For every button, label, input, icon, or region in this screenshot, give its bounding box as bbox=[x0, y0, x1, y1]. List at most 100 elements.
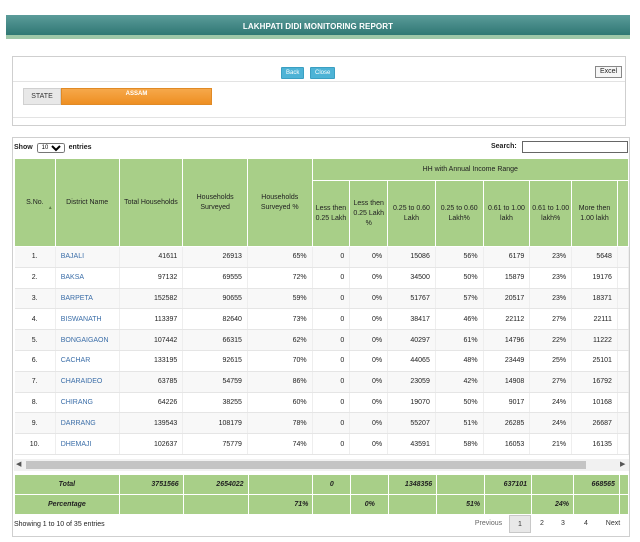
state-select[interactable]: ASSAM bbox=[61, 88, 212, 105]
cell-overflow bbox=[617, 267, 630, 289]
table-row: 2. BAKSA 97132 69555 72% 0 0% 34500 50% 15879 23% 1… bbox=[14, 267, 630, 289]
cell-total: 64226 bbox=[119, 392, 184, 414]
cell-overflow bbox=[617, 433, 630, 455]
close-button[interactable]: Close bbox=[310, 67, 336, 79]
cell-pct: 72% bbox=[247, 267, 313, 289]
cell-c: 18371 bbox=[571, 288, 618, 310]
table-info: Showing 1 to 10 of 35 entries bbox=[14, 521, 105, 528]
cell-ap: 46% bbox=[435, 308, 484, 331]
district-link[interactable]: CHIRANG bbox=[55, 392, 120, 414]
table-panel: Show 10 entries Search: S.No. ▲ District … bbox=[12, 137, 630, 537]
district-link[interactable]: BAKSA bbox=[55, 267, 120, 289]
percentage-lt025: 0% bbox=[350, 494, 390, 515]
cell-b: 15879 bbox=[483, 267, 531, 289]
district-link[interactable]: CHARAIDEO bbox=[55, 371, 120, 393]
cell-lt025p: 0% bbox=[349, 267, 389, 289]
col-lt025-pct[interactable]: Less then 0.25 Lakh % bbox=[349, 180, 389, 247]
percentage-061-100: 24% bbox=[531, 494, 574, 515]
entries-select[interactable]: 10 bbox=[36, 143, 65, 153]
col-households-surveyed[interactable]: Households Surveyed bbox=[182, 158, 248, 247]
excel-button[interactable]: Excel bbox=[595, 66, 623, 78]
horizontal-scrollbar[interactable]: ◀ ▶ bbox=[14, 459, 629, 471]
report-table: S.No. ▲ District Name Total Households Ho… bbox=[14, 158, 630, 455]
page-4-button[interactable]: 4 bbox=[584, 520, 588, 527]
cell-a: 43591 bbox=[387, 433, 436, 455]
cell-overflow bbox=[617, 288, 630, 310]
scroll-thumb[interactable] bbox=[26, 461, 586, 469]
cell-lt025: 0 bbox=[312, 267, 351, 289]
next-button[interactable]: Next bbox=[605, 520, 621, 527]
cell-ap: 48% bbox=[435, 350, 484, 372]
cell-pct: 74% bbox=[247, 433, 313, 455]
district-link[interactable]: DARRANG bbox=[55, 412, 120, 435]
district-link[interactable]: BAJALI bbox=[55, 246, 120, 268]
cell-b: 14796 bbox=[483, 329, 531, 351]
col-025-060-pct[interactable]: 0.25 to 0.60 Lakh% bbox=[434, 180, 484, 247]
cell-sno: 6. bbox=[14, 350, 56, 372]
cell-bp: 22% bbox=[529, 329, 573, 351]
page-1-button[interactable]: 1 bbox=[509, 515, 531, 533]
percentage-025-060: 51% bbox=[436, 494, 486, 515]
total-lt025: 0 bbox=[312, 474, 352, 495]
col-025-060[interactable]: 0.25 to 0.60 Lakh bbox=[387, 180, 436, 247]
back-button[interactable]: Back bbox=[281, 67, 305, 79]
col-overflow bbox=[616, 180, 630, 247]
previous-button[interactable]: Previous bbox=[474, 520, 503, 527]
scroll-right-icon[interactable]: ▶ bbox=[620, 461, 626, 468]
cell-surveyed: 38255 bbox=[182, 392, 248, 414]
cell-c: 25101 bbox=[571, 350, 618, 372]
col-total-households[interactable]: Total Households bbox=[118, 158, 184, 247]
scroll-left-icon[interactable]: ◀ bbox=[16, 461, 22, 468]
cell-overflow bbox=[617, 329, 630, 351]
cell-sno: 10. bbox=[14, 433, 56, 455]
col-lt025[interactable]: Less then 0.25 Lakh bbox=[311, 180, 351, 247]
cell-sno: 7. bbox=[14, 371, 56, 393]
cell-ap: 50% bbox=[435, 267, 484, 289]
table-row: 9. DARRANG 139543 108179 78% 0 0% 55207 51% 26285… bbox=[14, 412, 630, 435]
col-sno[interactable]: S.No. ▲ bbox=[14, 158, 56, 247]
cell-pct: 65% bbox=[247, 246, 313, 268]
cell-lt025p: 0% bbox=[349, 246, 389, 268]
cell-a: 34500 bbox=[387, 267, 436, 289]
col-district[interactable]: District Name bbox=[54, 158, 120, 247]
cell-overflow bbox=[617, 412, 630, 435]
cell-surveyed: 69555 bbox=[182, 267, 248, 289]
district-link[interactable]: BARPETA bbox=[55, 288, 120, 310]
cell-total: 102637 bbox=[119, 433, 184, 455]
cell-lt025: 0 bbox=[312, 246, 351, 268]
cell-bp: 21% bbox=[529, 433, 573, 455]
cell-sno: 5. bbox=[14, 329, 56, 351]
cell-sno: 1. bbox=[14, 246, 56, 268]
cell-a: 44065 bbox=[387, 350, 436, 372]
district-link[interactable]: CACHAR bbox=[55, 350, 120, 372]
page-3-button[interactable]: 3 bbox=[561, 520, 565, 527]
divider bbox=[13, 117, 625, 118]
cell-lt025p: 0% bbox=[349, 412, 389, 435]
cell-lt025: 0 bbox=[312, 412, 351, 435]
col-061-100[interactable]: 0.61 to 1.00 lakh bbox=[482, 180, 531, 247]
cell-pct: 78% bbox=[247, 412, 313, 435]
col-061-100-pct[interactable]: 0.61 to 1.00 lakh% bbox=[529, 180, 573, 247]
percentage-label: Percentage bbox=[14, 494, 120, 515]
search-input[interactable] bbox=[522, 141, 628, 153]
cell-a: 23059 bbox=[387, 371, 436, 393]
cell-a: 55207 bbox=[387, 412, 436, 435]
district-link[interactable]: BONGAIGAON bbox=[55, 329, 120, 351]
total-label: Total bbox=[14, 474, 120, 495]
col-households-surveyed-pct[interactable]: Households Surveyed % bbox=[246, 158, 313, 247]
cell-c: 16792 bbox=[571, 371, 618, 393]
cell-b: 20517 bbox=[483, 288, 531, 310]
cell-surveyed: 54759 bbox=[182, 371, 248, 393]
cell-sno: 2. bbox=[14, 267, 56, 289]
cell-sno: 9. bbox=[14, 412, 56, 435]
district-link[interactable]: BISWANATH bbox=[55, 308, 120, 331]
page-2-button[interactable]: 2 bbox=[540, 520, 544, 527]
cell-overflow bbox=[617, 371, 630, 393]
col-gt100[interactable]: More then 1.00 lakh bbox=[571, 180, 618, 247]
cell-surveyed: 108179 bbox=[182, 412, 248, 435]
cell-total: 63785 bbox=[119, 371, 184, 393]
cell-b: 22112 bbox=[483, 308, 531, 331]
cell-ap: 42% bbox=[435, 371, 484, 393]
district-link[interactable]: DHEMAJI bbox=[55, 433, 120, 455]
cell-pct: 59% bbox=[247, 288, 313, 310]
